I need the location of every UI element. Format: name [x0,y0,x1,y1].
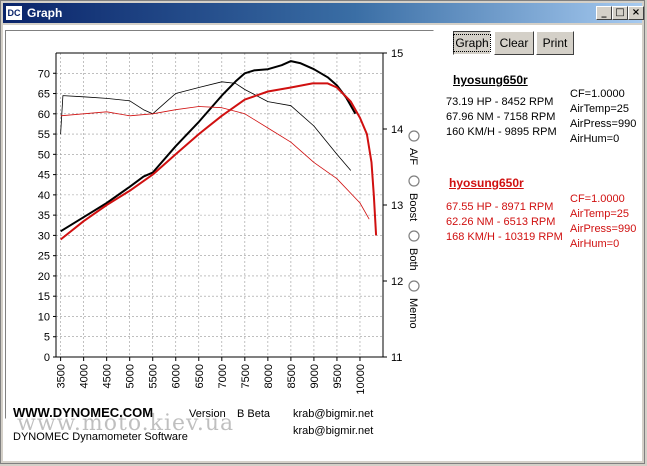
x-tick-label-2: 4500 [102,364,114,388]
email-primary[interactable]: krab@bigmir.net [293,408,374,420]
y2-tick-label-2: 13 [391,200,403,212]
version-value: B Beta [237,408,271,420]
y-tick-label-0: 0 [44,352,50,364]
x-tick-label-9: 8000 [263,364,275,388]
run-1-conditions: CF=1.0000 AirTemp=25 AirPress=990 AirHum… [570,87,636,147]
y-tick-label-8: 40 [38,190,50,202]
run-1-kmh: 160 KM/H - 9895 RPM [446,126,557,138]
run-2-hp: 67.55 HP - 8971 RPM [446,201,554,213]
version-label: Version [189,408,226,420]
y-tick-label-5: 25 [38,251,50,263]
y-tick-label-9: 45 [38,170,50,182]
x-tick-label-10: 8500 [286,364,298,388]
brand-link[interactable]: WWW.DYNOMEC.COM [13,405,154,420]
run-2-air-press: AirPress=990 [570,223,637,235]
y-tick-label-7: 35 [38,210,50,222]
run-2-air-temp: AirTemp=25 [570,208,630,220]
run-1-name: hyosung650r [453,73,528,87]
y2-tick-label-1: 12 [391,276,403,288]
radio-boost-label: Boost [407,193,419,221]
y-tick-label-4: 20 [38,271,50,283]
run-2-name: hyosung650r [449,176,524,190]
y-tick-label-11: 55 [38,129,50,141]
x-tick-label-1: 4000 [79,364,91,388]
radio-af-label: A/F [407,148,419,165]
run-2-stats: 67.55 HP - 8971 RPM 62.26 NM - 6513 RPM … [446,200,563,245]
y-tick-label-1: 5 [44,332,50,344]
window-title: Graph [27,6,63,20]
y-tick-label-6: 30 [38,230,50,242]
x-tick-label-0: 3500 [56,364,68,388]
run-2-conditions: CF=1.0000 AirTemp=25 AirPress=990 AirHum… [570,192,636,252]
y2-tick-label-4: 15 [391,48,403,60]
y2-tick-label-0: 11 [391,352,402,364]
y-tick-label-13: 65 [38,89,50,101]
title-bar[interactable]: DC Graph _ □ × [3,3,644,23]
x-tick-label-5: 6000 [171,364,183,388]
x-tick-label-3: 5000 [125,364,137,388]
y2-tick-label-3: 14 [391,124,403,136]
print-button[interactable]: Print [536,31,574,55]
dyno-chart: 0 5 10 15 20 25 30 35 40 45 50 55 60 65 70 11 12 13 14 15 35… [38,48,420,395]
client-area: 0 5 10 15 20 25 30 35 40 45 50 55 60 65 70 11 12 13 14 15 35… [3,25,642,461]
radio-memo-label: Memo [407,298,419,329]
close-button[interactable]: × [628,6,644,20]
graph-button[interactable]: Graph [453,31,491,55]
x-tick-label-11: 9000 [309,364,321,388]
app-icon[interactable]: DC [6,6,22,20]
run-1-air-hum: AirHum=0 [570,133,620,145]
run-2-cf: CF=1.0000 [570,193,625,205]
x-tick-label-6: 6500 [194,364,206,388]
run-1-nm: 67.96 NM - 7158 RPM [446,111,556,123]
software-name: DYNOMEC Dynamometer Software [13,431,188,443]
graph-button-label: Graph [453,34,491,52]
y-tick-label-2: 10 [38,311,50,323]
radio-both-label: Both [407,248,419,271]
run-2-air-hum: AirHum=0 [570,238,620,250]
series-line-1 [60,81,352,171]
email-secondary[interactable]: krab@bigmir.net [293,425,374,437]
y-tick-label-12: 60 [38,109,50,121]
series-line-3 [60,106,370,220]
y-tick-label-3: 15 [38,291,50,303]
clear-button[interactable]: Clear [494,31,534,55]
maximize-button[interactable]: □ [612,6,628,20]
x-tick-label-7: 7000 [217,364,229,388]
run-1-hp: 73.19 HP - 8452 RPM [446,96,554,108]
y-tick-label-14: 70 [38,68,50,80]
minimize-button[interactable]: _ [596,6,612,20]
run-1-stats: 73.19 HP - 8452 RPM 67.96 NM - 7158 RPM … [446,95,557,140]
series-line-2 [59,82,378,241]
watermark: www.moto.kiev.ua [17,411,235,436]
radio-memo-button[interactable] [408,280,420,292]
radio-both-button[interactable] [408,230,420,242]
y-tick-label-10: 50 [38,149,50,161]
plot-panel: 0 5 10 15 20 25 30 35 40 45 50 55 60 65 70 11 12 13 14 15 35… [5,30,434,419]
x-tick-label-8: 7500 [240,364,252,388]
x-tick-label-13: 10000 [355,364,367,395]
x-tick-label-4: 5500 [148,364,160,388]
run-2-nm: 62.26 NM - 6513 RPM [446,216,556,228]
run-1-cf: CF=1.0000 [570,88,625,100]
x-tick-label-12: 9500 [332,364,344,388]
radio-boost-button[interactable] [408,175,420,187]
run-2-kmh: 168 KM/H - 10319 RPM [446,231,563,243]
radio-af-button[interactable] [408,130,420,142]
plot-area [56,53,383,357]
run-1-air-temp: AirTemp=25 [570,103,630,115]
series-line-0 [60,60,357,233]
run-1-air-press: AirPress=990 [570,118,637,130]
